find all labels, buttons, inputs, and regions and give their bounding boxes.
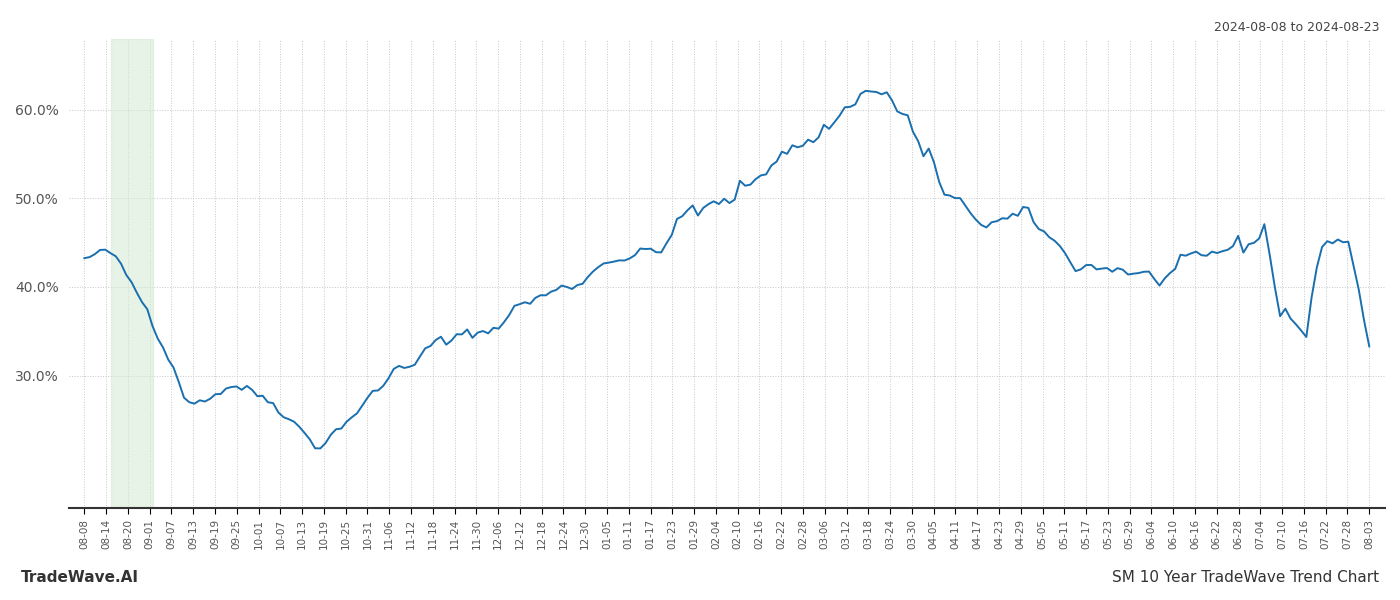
Text: 2024-08-08 to 2024-08-23: 2024-08-08 to 2024-08-23 [1214, 21, 1379, 34]
Text: SM 10 Year TradeWave Trend Chart: SM 10 Year TradeWave Trend Chart [1112, 570, 1379, 585]
Bar [111, 39, 153, 508]
Text: TradeWave.AI: TradeWave.AI [21, 570, 139, 585]
